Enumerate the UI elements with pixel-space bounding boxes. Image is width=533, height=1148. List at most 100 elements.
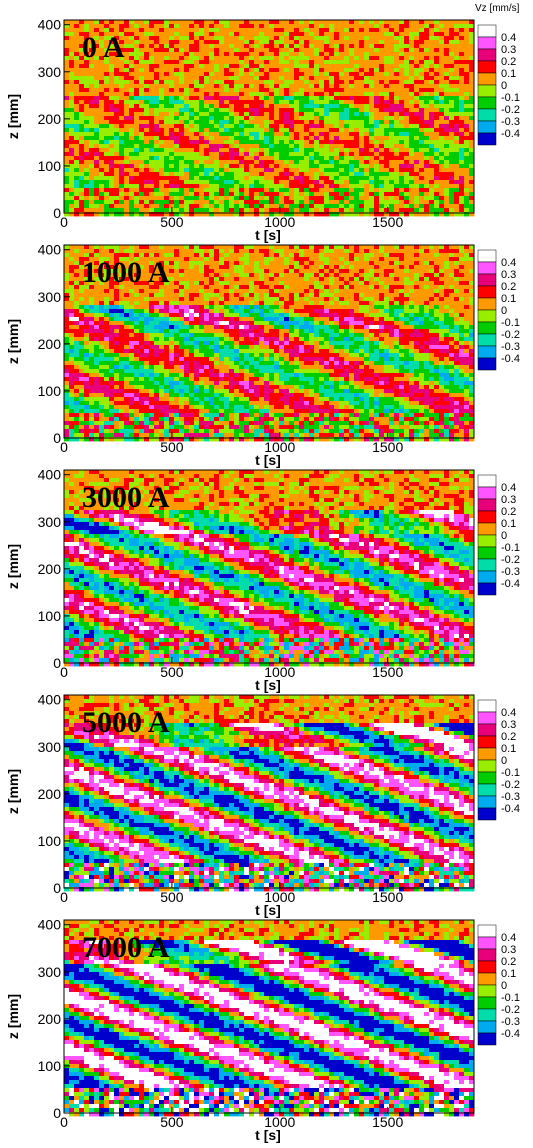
colorbar-level-label: 0 bbox=[501, 980, 507, 992]
colorbar-swatch bbox=[477, 522, 497, 536]
colorbar-level-label: 0.4 bbox=[501, 32, 516, 44]
panel-frame bbox=[63, 244, 475, 439]
colorbar-level-label: -0.2 bbox=[501, 329, 520, 341]
panel-1: 0 100 200 300 400 0 500 1000 1500 t [s] z [mm] 1000… bbox=[5, 242, 520, 468]
y-tick-label: 400 bbox=[38, 242, 62, 258]
colorbar-swatch bbox=[477, 972, 497, 986]
x-tick-label: 1500 bbox=[372, 214, 403, 230]
current-label: 1000 A bbox=[82, 256, 170, 289]
colorbar-swatch bbox=[477, 309, 497, 323]
y-tick-label: 300 bbox=[38, 514, 62, 530]
y-tick-label: 100 bbox=[38, 608, 62, 624]
x-tick-label: 0 bbox=[60, 214, 68, 230]
x-tick-label: 1000 bbox=[264, 214, 295, 230]
y-tick-label: 100 bbox=[38, 1058, 62, 1074]
heatmap-field bbox=[64, 245, 475, 442]
y-tick-label: 300 bbox=[38, 289, 62, 305]
heatmap-field bbox=[64, 20, 475, 217]
colorbar-level-label: -0.2 bbox=[501, 779, 520, 791]
colorbar-swatch bbox=[477, 132, 497, 146]
colorbar-level-label: 0.3 bbox=[501, 44, 516, 56]
y-tick-label: 300 bbox=[38, 64, 62, 80]
colorbar-swatch bbox=[477, 345, 497, 359]
colorbar-swatch bbox=[477, 948, 497, 962]
panel-2: 0 100 200 300 400 0 500 1000 1500 t [s] z [mm] 3000… bbox=[5, 467, 520, 693]
colorbar-swatch bbox=[477, 546, 497, 560]
y-tick-label: 400 bbox=[38, 17, 62, 33]
colorbar-swatch bbox=[477, 249, 497, 263]
colorbar-level-label: -0.2 bbox=[501, 104, 520, 116]
y-axis-label: z [mm] bbox=[5, 769, 21, 814]
colorbar-swatch bbox=[477, 783, 497, 797]
colorbar-level-label: -0.1 bbox=[501, 767, 520, 779]
colorbar-level-label: 0.4 bbox=[501, 707, 516, 719]
colorbar-level-label: 0.3 bbox=[501, 719, 516, 731]
colorbar-level-label: -0.1 bbox=[501, 317, 520, 329]
colorbar-swatch bbox=[477, 699, 497, 713]
colorbar-level-label: -0.3 bbox=[501, 566, 520, 578]
colorbar-swatch bbox=[477, 24, 497, 38]
colorbar-swatch bbox=[477, 771, 497, 785]
y-tick-label: 0 bbox=[53, 880, 61, 896]
colorbar-swatch bbox=[477, 1008, 497, 1022]
x-tick-label: 0 bbox=[60, 439, 68, 455]
colorbar-swatch bbox=[477, 333, 497, 347]
x-tick-label: 1000 bbox=[264, 889, 295, 905]
colorbar-swatch bbox=[477, 723, 497, 737]
colorbar-level-label: 0.2 bbox=[501, 731, 516, 743]
colorbar-level-label: 0 bbox=[501, 305, 507, 317]
colorbar-swatch bbox=[477, 486, 497, 500]
panel-frame bbox=[63, 19, 475, 214]
colorbar-level-label: -0.2 bbox=[501, 1004, 520, 1016]
colorbar-level-label: -0.1 bbox=[501, 92, 520, 104]
colorbar-level-label: 0.3 bbox=[501, 944, 516, 956]
colorbar-swatch bbox=[477, 807, 497, 821]
colorbar-swatch bbox=[477, 120, 497, 134]
colorbar-level-label: 0.3 bbox=[501, 494, 516, 506]
colorbar-level-label: 0.2 bbox=[501, 281, 516, 293]
colorbar-level-label: -0.1 bbox=[501, 992, 520, 1004]
current-label: 7000 A bbox=[82, 931, 170, 964]
colorbar-swatch bbox=[477, 108, 497, 122]
colorbar-swatch bbox=[477, 996, 497, 1010]
x-axis-label: t [s] bbox=[255, 677, 281, 693]
colorbar-swatch bbox=[477, 795, 497, 809]
y-axis-label: z [mm] bbox=[5, 544, 21, 589]
colorbar-level-label: 0.1 bbox=[501, 743, 516, 755]
colorbar-level-label: -0.2 bbox=[501, 554, 520, 566]
colorbar-swatch bbox=[477, 747, 497, 761]
y-tick-label: 0 bbox=[53, 430, 61, 446]
colorbar-title: Vz [mm/s] bbox=[475, 3, 520, 14]
x-tick-label: 0 bbox=[60, 889, 68, 905]
current-label: 3000 A bbox=[82, 481, 170, 514]
colorbar-level-label: 0.1 bbox=[501, 968, 516, 980]
y-tick-label: 300 bbox=[38, 964, 62, 980]
colorbar-swatch bbox=[477, 735, 497, 749]
colorbar-swatch bbox=[477, 510, 497, 524]
x-tick-label: 1000 bbox=[264, 439, 295, 455]
y-tick-label: 100 bbox=[38, 158, 62, 174]
colorbar-swatch bbox=[477, 534, 497, 548]
panel-0: 0 100 200 300 400 0 500 1000 1500 t [s] z [mm] 0 A V… bbox=[5, 3, 520, 243]
colorbar-swatch bbox=[477, 36, 497, 50]
colorbar-level-label: 0.1 bbox=[501, 68, 516, 80]
colorbar-level-label: -0.4 bbox=[501, 578, 520, 590]
panel-4: 0 100 200 300 400 0 500 1000 1500 t [s] z [mm] 7000… bbox=[5, 917, 520, 1143]
colorbar-level-label: 0 bbox=[501, 755, 507, 767]
colorbar-swatch bbox=[477, 984, 497, 998]
heatmap-field bbox=[64, 920, 475, 1117]
colorbar-swatch bbox=[477, 498, 497, 512]
colorbar-level-label: 0.4 bbox=[501, 257, 516, 269]
colorbar: 0.40.30.20.10-0.1-0.2-0.3-0.4 bbox=[477, 474, 520, 596]
x-tick-label: 500 bbox=[160, 1114, 184, 1130]
x-tick-label: 1000 bbox=[264, 664, 295, 680]
colorbar-level-label: 0.1 bbox=[501, 293, 516, 305]
y-tick-label: 300 bbox=[38, 739, 62, 755]
x-axis-label: t [s] bbox=[255, 902, 281, 918]
colorbar-swatch bbox=[477, 759, 497, 773]
colorbar: 0.40.30.20.10-0.1-0.2-0.3-0.4 bbox=[477, 249, 520, 371]
colorbar-level-label: 0.1 bbox=[501, 518, 516, 530]
colorbar-level-label: -0.4 bbox=[501, 1028, 520, 1040]
y-tick-label: 200 bbox=[38, 786, 62, 802]
colorbar-swatch bbox=[477, 60, 497, 74]
